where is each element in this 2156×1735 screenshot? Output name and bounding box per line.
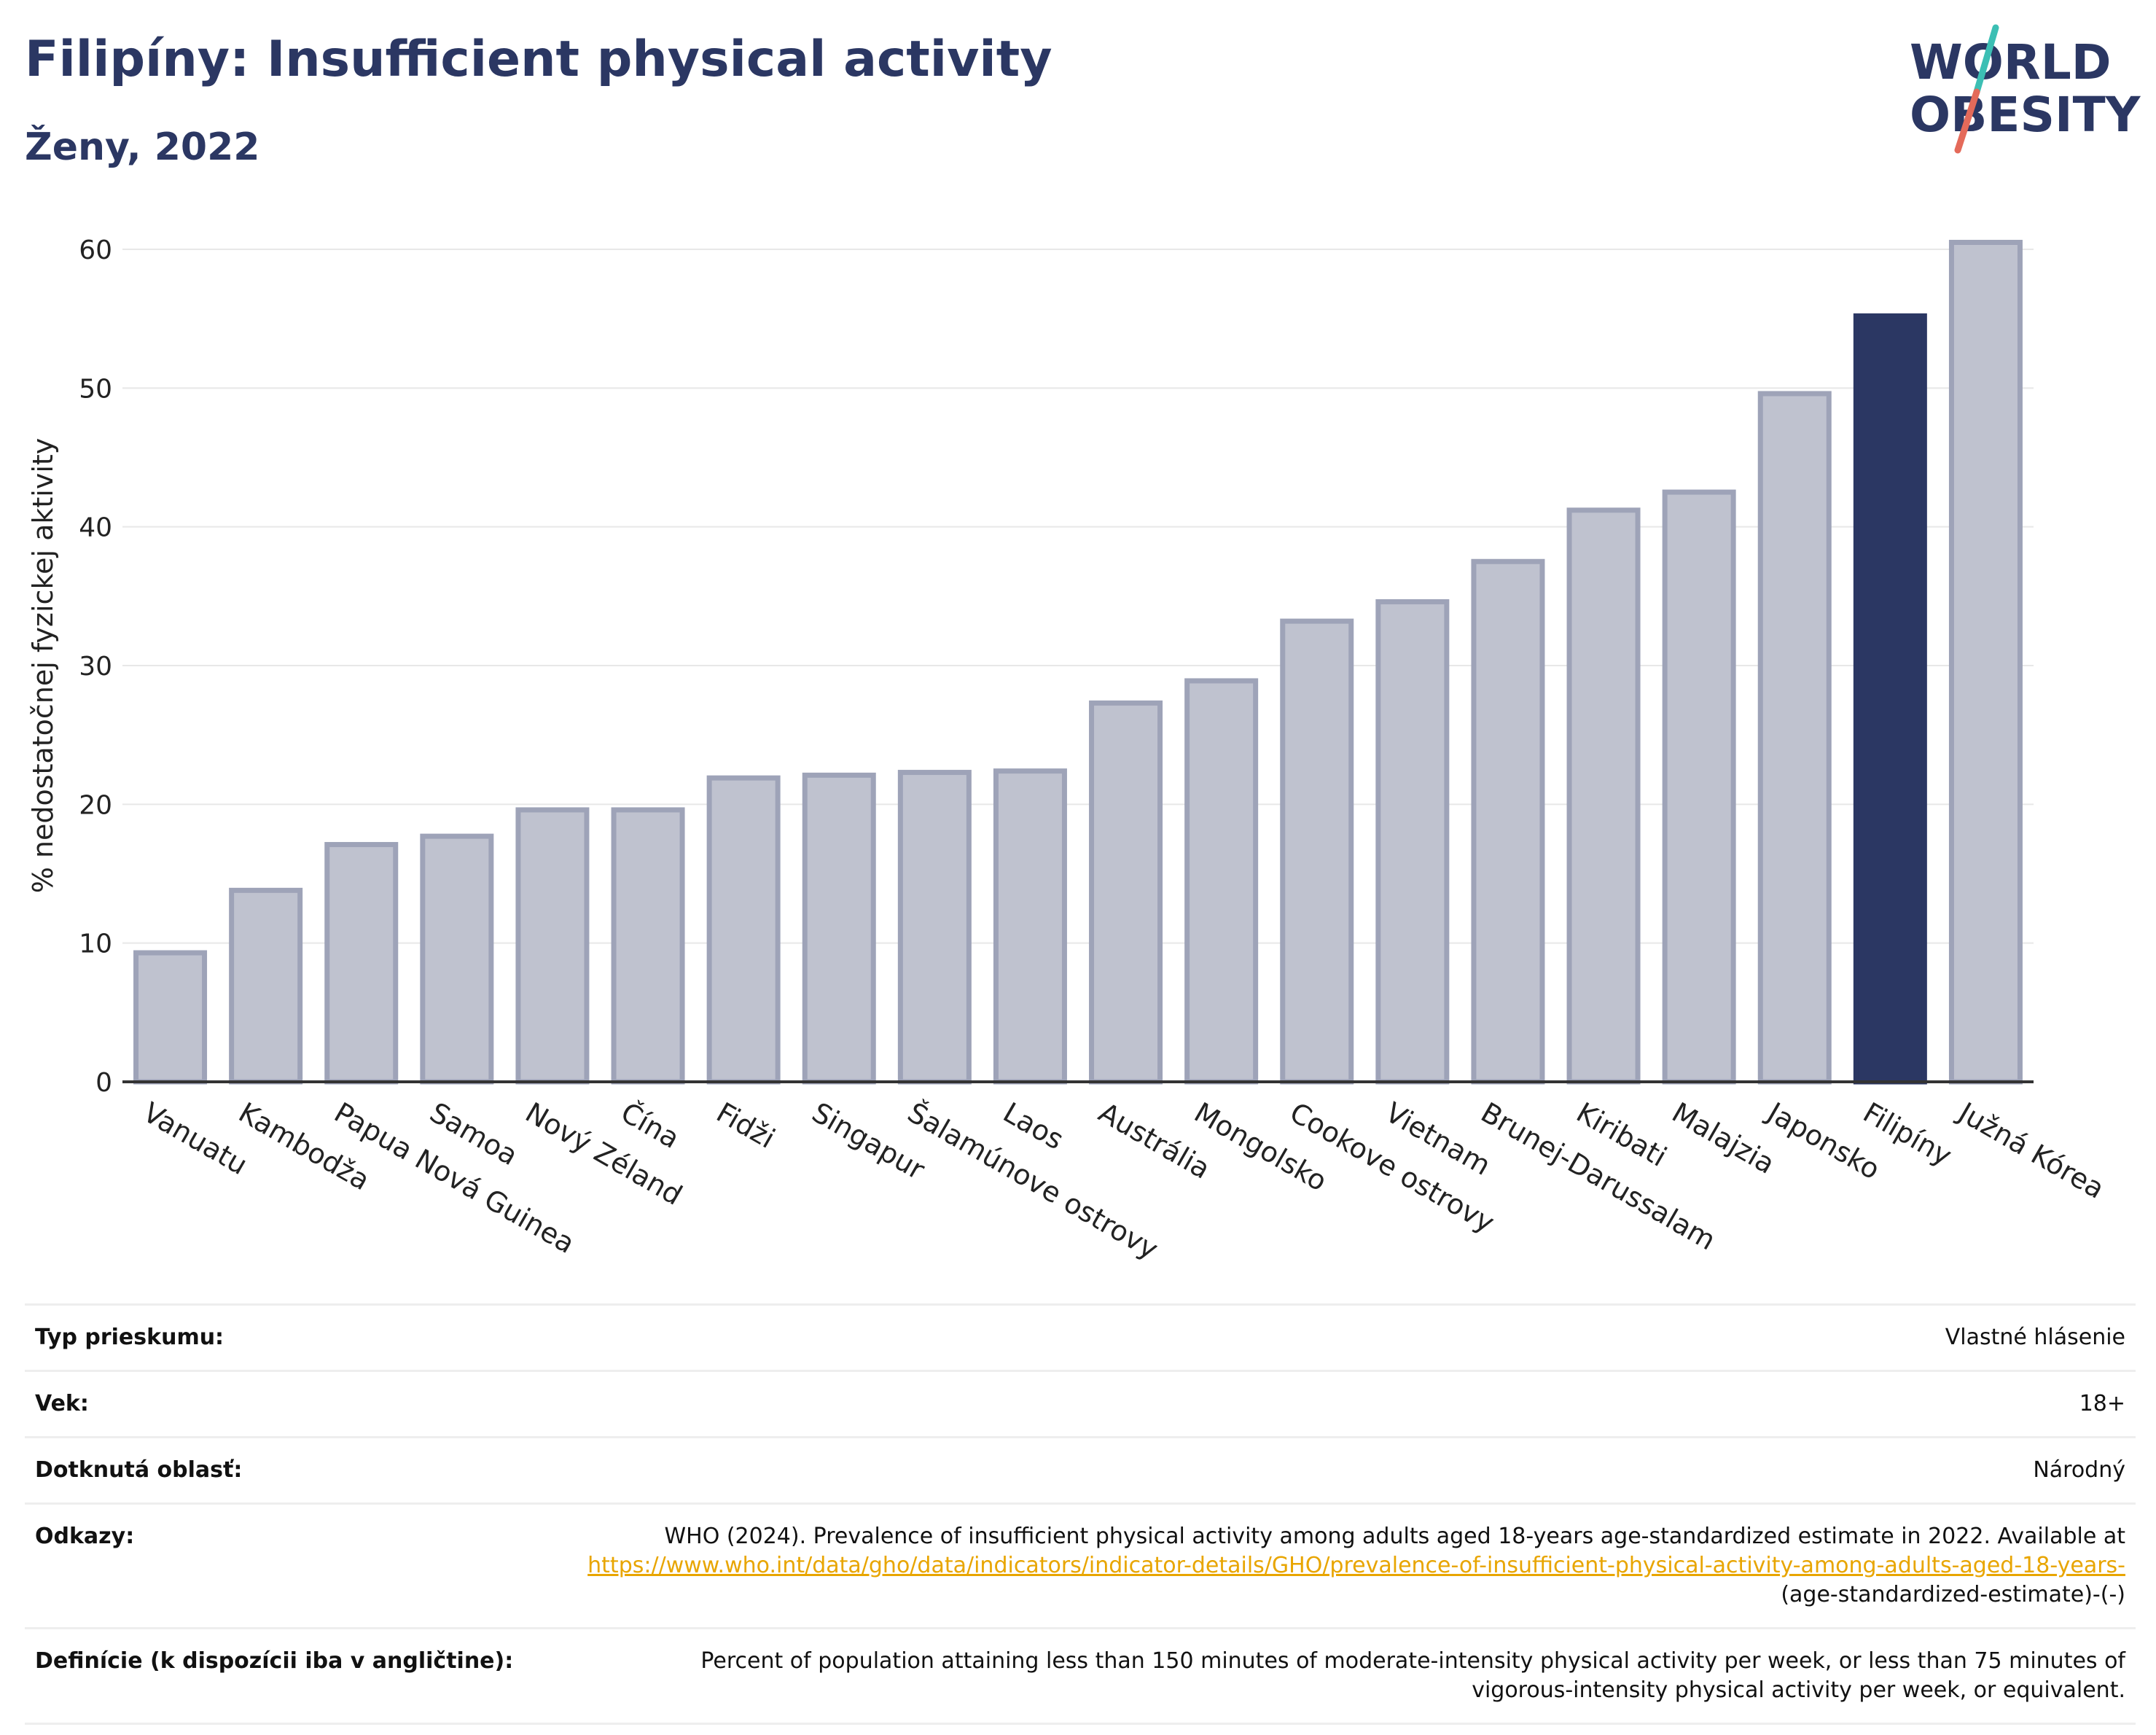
logo-slash-coral [1954, 88, 1980, 154]
info-key: Vek: [35, 1391, 89, 1416]
info-row: Vek: 18+ [25, 1371, 2136, 1438]
bar-7 [706, 775, 781, 1085]
info-value: 18+ [2079, 1391, 2125, 1416]
y-tick-label: 50 [79, 374, 112, 404]
info-row: Typ prieskumu: Vlastné hlásenie [25, 1304, 2136, 1371]
bar-12 [1184, 678, 1259, 1085]
info-key: Dotknutá oblasť: [35, 1457, 243, 1483]
info-row: Dotknutá oblasť: Národný [25, 1437, 2136, 1504]
y-tick-label: 30 [79, 652, 112, 682]
x-tick-label: Malajzia [1667, 1096, 1781, 1180]
x-tick-label: Fidži [711, 1096, 781, 1155]
references-text: WHO (2024). Prevalence of insufficient p… [664, 1524, 2125, 1549]
logo-line-2: OBESITY [1910, 87, 2141, 143]
info-value: Vlastné hlásenie [1945, 1325, 2125, 1350]
chart-title: Filipíny: Insufficient physical activity [25, 31, 1052, 88]
references-value: WHO (2024). Prevalence of insufficient p… [523, 1504, 2136, 1629]
logo-line-1: WORLD [1910, 34, 2112, 90]
world-obesity-logo: WORLD OBESITY [1910, 24, 2141, 154]
bar-2 [229, 887, 303, 1085]
bars [133, 239, 2023, 1085]
bar-6 [611, 807, 685, 1085]
bar-8 [802, 772, 876, 1085]
info-row-definitions: Definície (k dispozícii iba v angličtine… [25, 1628, 2136, 1724]
y-axis-ticks: 0 10 20 30 40 50 60 [79, 235, 112, 1098]
info-table: Typ prieskumu: Vlastné hlásenie Vek: 18+ Dot… [25, 1303, 2136, 1725]
bar-10 [993, 768, 1067, 1085]
bar-11 [1089, 700, 1163, 1085]
y-tick-label: 20 [79, 790, 112, 820]
bar-3 [324, 842, 399, 1085]
definitions-key: Definície (k dispozícii iba v angličtine… [35, 1648, 514, 1674]
bar-20 [1948, 239, 2023, 1085]
y-tick-label: 0 [95, 1068, 112, 1098]
bar-18 [1757, 391, 1832, 1085]
bar-5 [515, 807, 590, 1085]
bar-4 [420, 833, 494, 1085]
info-row-references: Odkazy: WHO (2024). Prevalence of insuffi… [25, 1503, 2136, 1629]
chart-subtitle: Ženy, 2022 [25, 125, 260, 169]
y-tick-label: 10 [79, 929, 112, 959]
bar-17 [1662, 489, 1736, 1085]
info-value: Národný [2033, 1457, 2125, 1483]
y-tick-label: 60 [79, 235, 112, 265]
bar-14 [1375, 599, 1450, 1085]
y-tick-label: 40 [79, 513, 112, 543]
logo-slash-teal [1973, 24, 1999, 95]
y-axis-label: % nedostatočnej fyzickej aktivity [27, 438, 59, 894]
info-key: Typ prieskumu: [35, 1325, 224, 1350]
bar-15 [1471, 558, 1545, 1085]
x-tick-label: Južná Kórea [1952, 1096, 2109, 1205]
bar-9 [897, 770, 972, 1085]
x-tick-label: Vanuatu [138, 1096, 253, 1181]
references-suffix: (age-standardized-estimate)-(-) [1781, 1582, 2125, 1607]
x-tick-label: Laos [998, 1096, 1069, 1156]
x-tick-label: Čína [616, 1096, 685, 1155]
bar-19 [1853, 313, 1927, 1085]
definitions-value: Percent of population attaining less tha… [700, 1648, 2125, 1703]
references-link[interactable]: https://www.who.int/data/gho/data/indica… [587, 1553, 2125, 1578]
grid-lines [122, 249, 2034, 944]
references-key: Odkazy: [35, 1524, 135, 1549]
bar-1 [133, 950, 208, 1085]
bar-13 [1280, 618, 1354, 1085]
bar-16 [1566, 507, 1641, 1085]
